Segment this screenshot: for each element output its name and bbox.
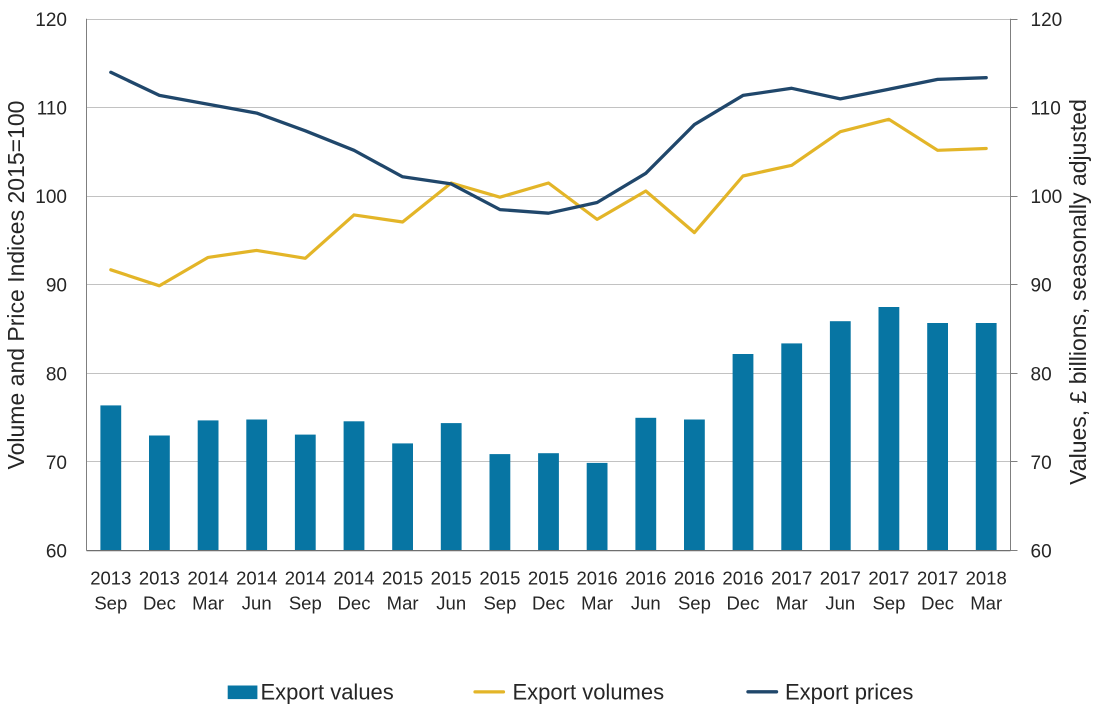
svg-text:2016: 2016 (577, 568, 618, 589)
svg-text:100: 100 (1031, 187, 1063, 208)
svg-text:2016: 2016 (722, 568, 763, 589)
svg-text:Jun: Jun (631, 593, 661, 614)
svg-text:Mar: Mar (192, 593, 224, 614)
svg-text:120: 120 (35, 10, 67, 31)
svg-text:Volume and Price Indices 2015=: Volume and Price Indices 2015=100 (3, 101, 29, 470)
svg-text:60: 60 (46, 541, 67, 562)
svg-text:Dec: Dec (727, 593, 760, 614)
svg-text:2013: 2013 (139, 568, 180, 589)
svg-text:110: 110 (1031, 99, 1061, 120)
svg-text:Dec: Dec (338, 593, 371, 614)
svg-text:2013: 2013 (90, 568, 131, 589)
svg-text:Jun: Jun (825, 593, 855, 614)
svg-text:Export volumes: Export volumes (513, 680, 665, 705)
svg-text:90: 90 (1031, 276, 1052, 297)
svg-text:Dec: Dec (532, 593, 565, 614)
svg-text:Mar: Mar (970, 593, 1002, 614)
svg-text:2017: 2017 (868, 568, 909, 589)
svg-text:80: 80 (46, 364, 67, 385)
svg-text:100: 100 (35, 187, 67, 208)
svg-text:2017: 2017 (820, 568, 861, 589)
svg-text:70: 70 (1031, 453, 1052, 474)
svg-text:90: 90 (46, 276, 67, 297)
svg-text:Sep: Sep (678, 593, 711, 614)
svg-text:120: 120 (1031, 10, 1063, 31)
svg-text:Sep: Sep (94, 593, 127, 614)
svg-text:Export values: Export values (261, 680, 394, 705)
svg-text:2014: 2014 (188, 568, 229, 589)
svg-text:110: 110 (37, 99, 67, 120)
svg-text:2015: 2015 (479, 568, 520, 589)
svg-text:2015: 2015 (528, 568, 569, 589)
svg-text:Jun: Jun (436, 593, 466, 614)
svg-text:Dec: Dec (921, 593, 954, 614)
svg-text:2015: 2015 (382, 568, 423, 589)
svg-text:2016: 2016 (674, 568, 715, 589)
svg-text:2016: 2016 (625, 568, 666, 589)
svg-text:2014: 2014 (333, 568, 374, 589)
svg-text:Sep: Sep (289, 593, 322, 614)
svg-text:Mar: Mar (776, 593, 808, 614)
svg-text:2015: 2015 (431, 568, 472, 589)
svg-text:2014: 2014 (285, 568, 326, 589)
svg-text:Sep: Sep (483, 593, 516, 614)
svg-text:2017: 2017 (917, 568, 958, 589)
svg-text:Values, £ billions, seasonally: Values, £ billions, seasonally adjusted (1065, 99, 1091, 485)
svg-text:Dec: Dec (143, 593, 176, 614)
svg-text:2014: 2014 (236, 568, 277, 589)
svg-text:Sep: Sep (872, 593, 905, 614)
svg-text:Mar: Mar (581, 593, 613, 614)
svg-text:2018: 2018 (966, 568, 1007, 589)
svg-text:Export prices: Export prices (785, 680, 913, 705)
svg-text:80: 80 (1031, 364, 1052, 385)
svg-text:2017: 2017 (771, 568, 812, 589)
svg-text:70: 70 (46, 453, 67, 474)
svg-text:Jun: Jun (242, 593, 272, 614)
svg-text:60: 60 (1031, 541, 1052, 562)
svg-text:Mar: Mar (387, 593, 419, 614)
